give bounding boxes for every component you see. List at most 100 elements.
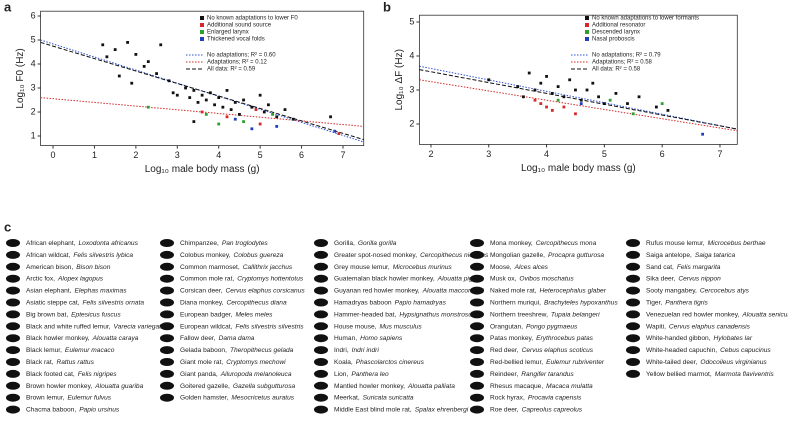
common-name: Hamadryas baboon [334, 299, 392, 306]
species-name: Giant mole rat, Cryptomys mechowi [180, 359, 286, 366]
common-name: House mouse, [334, 323, 377, 330]
common-name: Gelada baboon, [180, 347, 227, 354]
species-icon [160, 322, 174, 331]
point [254, 108, 258, 111]
point [229, 108, 233, 111]
common-name: Black footed cat, [26, 371, 75, 378]
y-tick-label: 4 [409, 50, 414, 60]
species-icon [626, 358, 640, 366]
species-icon [626, 262, 640, 271]
species-icon [6, 262, 20, 271]
species-name: Common marmoset, Callithrix jacchus [180, 264, 293, 271]
species-name: Fallow deer, Dama dama [180, 335, 255, 342]
species-icon [6, 322, 20, 331]
point [522, 95, 525, 99]
point [539, 102, 543, 105]
species-icon [314, 369, 328, 378]
species-name: White-handed gibbon, Hylobates lar [646, 335, 753, 342]
species-icon [470, 239, 484, 247]
x-tick-label: 6 [660, 149, 665, 159]
species-icon [314, 286, 328, 295]
point [275, 125, 279, 128]
common-name: Giant mole rat, [180, 359, 223, 366]
common-name: Human, [334, 335, 357, 342]
point [130, 81, 134, 85]
latin-name: Eptesicus fuscus [71, 311, 121, 318]
common-name: White-tailed deer, [646, 359, 697, 366]
latin-name: Gorilla gorilla [358, 240, 397, 247]
common-name: Koala, [334, 359, 353, 366]
point [134, 53, 138, 56]
latin-name: Cercopithecus nictitans [420, 252, 489, 259]
latin-name: Panthera tigris [665, 299, 708, 306]
species-name: Grey mouse lemur, Microcebus murinus [334, 264, 452, 271]
species-name: Sand cat, Felis margarita [646, 264, 721, 271]
species-icon [160, 274, 174, 283]
legend-marker [585, 23, 589, 27]
species-name: Black howler monkey, Alouatta caraya [26, 335, 139, 342]
point [225, 89, 229, 92]
point [556, 85, 560, 88]
point [171, 91, 175, 95]
latin-name: Felis margarita [677, 264, 721, 271]
species-icon [160, 262, 174, 271]
point [637, 95, 641, 99]
latin-name: Odocoileus virginianus [700, 359, 767, 366]
latin-name: Theropithecus gelada [230, 347, 294, 354]
species-icon [6, 239, 20, 247]
point [200, 93, 204, 97]
species-icon [314, 310, 328, 319]
species-name: Yellow bellied marmot, Marmota flaviventr… [646, 371, 774, 378]
species-name: Black footed cat, Felis nigripes [26, 371, 117, 378]
common-name: Chacma baboon, [26, 406, 76, 413]
point [188, 96, 192, 99]
point [487, 78, 491, 82]
point [660, 102, 664, 105]
latin-name: Felis silvestris lybica [73, 252, 133, 259]
legend-label: Adaptations; R² = 0.58 [592, 60, 653, 66]
point [238, 113, 241, 116]
latin-name: Papio ursinus [79, 406, 120, 413]
species-icon [160, 250, 174, 259]
y-tick-label: 5 [409, 16, 414, 26]
point [167, 79, 171, 83]
species-icon [6, 274, 20, 283]
latin-name: Alouatta guariba [94, 383, 143, 390]
point [283, 108, 287, 111]
x-tick-label: 4 [544, 149, 549, 159]
latin-name: Cercocebus atys [700, 287, 750, 294]
common-name: Sika deer, [646, 275, 675, 282]
species-icon [626, 274, 640, 283]
legend-label: Thickened vocal folds [207, 37, 265, 43]
common-name: Mongolian gazelle, [490, 252, 545, 259]
common-name: Venezuelan red howler monkey, [646, 311, 740, 318]
common-name: Black lemur, [26, 347, 62, 354]
species-name: Black lemur, Eulemur macaco [26, 347, 115, 354]
species-icon [160, 381, 174, 390]
species-icon [6, 250, 20, 259]
species-name: Diana monkey, Cercopithecus diana [180, 299, 287, 306]
latin-name: Alces alces [514, 264, 549, 271]
latin-name: Eulemur fulvus [67, 394, 111, 401]
species-icon [314, 322, 328, 331]
species-icon [6, 369, 20, 378]
species-icon [314, 274, 328, 283]
point [225, 115, 229, 119]
legend-marker [200, 30, 204, 34]
latin-name: Procavia capensis [528, 394, 582, 401]
point [562, 105, 566, 109]
species-icon [6, 334, 20, 343]
species-icon [626, 239, 640, 247]
species-name: Meerkat, Suricata suricatta [334, 394, 414, 401]
y-tick-label: 2 [409, 118, 414, 128]
species-name: Red-bellied lemur, Eulemur rubriventer [490, 359, 605, 366]
legend-label: All data: R² = 0.59 [207, 67, 256, 73]
point [626, 102, 629, 105]
latin-name: Cercopithecus diana [227, 299, 287, 306]
latin-name: Elephas maximas [74, 287, 127, 294]
latin-name: Pan troglodytes [222, 240, 269, 247]
point [574, 88, 577, 92]
species-name: Brown lemur, Eulemur fulvus [26, 394, 112, 401]
species-icon [160, 334, 174, 343]
